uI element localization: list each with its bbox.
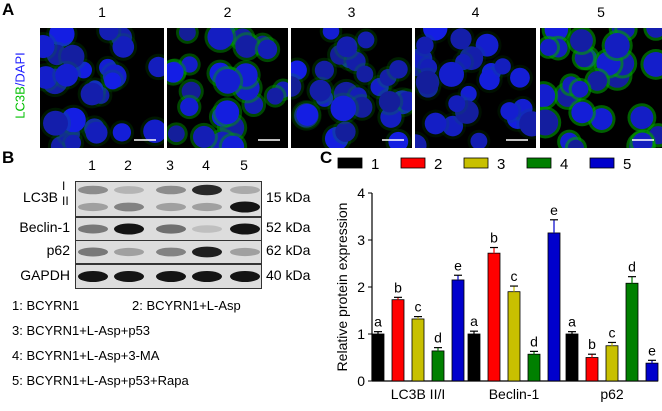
significance-letter: c (415, 299, 422, 315)
micrograph-image (167, 28, 288, 148)
micrograph-column-label: 4 (471, 4, 480, 20)
y-tick-label: 3 (357, 232, 365, 248)
bar (487, 252, 501, 382)
y-tick-label: 0 (357, 373, 365, 389)
micrograph-image (540, 28, 662, 148)
panel-b-label: B (2, 148, 15, 167)
significance-letter: e (550, 202, 558, 218)
blot-row-label: p62 (46, 242, 70, 258)
legend-swatch (400, 157, 426, 169)
lane-label: 2 (124, 157, 132, 173)
blot-gapdh (75, 264, 262, 289)
bar (391, 299, 405, 382)
molecular-weight-label: 52 kDa (266, 219, 311, 235)
blot-p62 (75, 240, 262, 264)
y-tick-label: 1 (357, 326, 365, 342)
bar (467, 333, 481, 382)
micrograph-column-label: 3 (347, 4, 356, 20)
y-tick-label: 4 (357, 185, 365, 201)
blot-row-label: LC3B (22, 189, 58, 205)
bar (645, 362, 659, 382)
treatment-legend-item: 2: BCYRN1+L-Asp (132, 298, 241, 313)
legend-label: 5 (623, 156, 631, 173)
lane-label: 3 (166, 157, 174, 173)
treatment-legend-item: 5: BCYRN1+L-Asp+p53+Rapa (12, 373, 189, 388)
panel-a-label: A (2, 0, 15, 19)
micrograph-column-label: 1 (98, 4, 106, 20)
bar (605, 345, 619, 382)
bar (507, 291, 521, 382)
lc3b-band-label: II (62, 194, 69, 208)
legend-label: 4 (560, 156, 568, 173)
significance-letter: b (490, 230, 498, 246)
significance-letter: d (530, 333, 538, 349)
blot-row-label: GAPDH (20, 266, 70, 283)
legend-swatch (589, 157, 615, 169)
legend-swatch (337, 157, 363, 169)
molecular-weight-label: 62 kDa (266, 242, 311, 258)
y-axis-label: Relative protein expression (334, 203, 350, 372)
legend-swatch (463, 157, 489, 169)
significance-letter: d (434, 330, 442, 346)
micrograph-column-label: 2 (223, 4, 232, 20)
lc3b-band-label: I (62, 179, 66, 193)
bar (451, 279, 465, 382)
significance-letter: e (648, 342, 656, 358)
significance-letter: c (609, 324, 616, 340)
y-tick-label: 2 (357, 279, 365, 295)
molecular-weight-label: 40 kDa (266, 266, 311, 283)
bar (411, 318, 425, 382)
bar (527, 353, 541, 382)
lane-label: 5 (240, 157, 248, 173)
x-tick-label: Beclin-1 (489, 386, 540, 402)
panel-c-label: C (320, 148, 333, 167)
micrograph-image (291, 28, 412, 148)
significance-letter: a (374, 314, 382, 330)
micrograph-column-label: 5 (597, 4, 605, 20)
bar (585, 357, 599, 382)
bar (565, 333, 579, 382)
significance-letter: e (454, 257, 462, 273)
treatment-legend-item: 1: BCYRN1 (12, 298, 80, 313)
micrograph-image (40, 28, 164, 148)
x-tick-label: p62 (600, 386, 624, 402)
legend-swatch (526, 157, 552, 169)
legend-label: 1 (371, 156, 379, 173)
treatment-legend-item: 4: BCYRN1+L-Asp+3-MA (12, 348, 160, 363)
bar (547, 232, 561, 382)
lane-label: 1 (88, 157, 96, 173)
x-tick-label: LC3B II/I (391, 386, 445, 402)
significance-letter: b (394, 279, 402, 295)
blot-row-label: Beclin-1 (19, 219, 70, 235)
treatment-legend-item: 3: BCYRN1+L-Asp+p53 (12, 323, 151, 338)
significance-letter: c (511, 268, 518, 284)
legend-label: 2 (434, 156, 442, 173)
lane-label: 4 (202, 157, 210, 173)
molecular-weight-label: 15 kDa (266, 189, 311, 205)
significance-letter: a (568, 314, 576, 330)
bar (371, 333, 385, 382)
bar (625, 282, 639, 382)
bar (431, 350, 445, 382)
significance-letter: a (470, 313, 478, 329)
blot-beclin-1 (75, 217, 262, 241)
legend-label: 3 (497, 156, 505, 173)
significance-letter: b (588, 336, 596, 352)
significance-letter: d (628, 259, 636, 275)
blot-lc3b (75, 181, 262, 217)
micrograph-image (415, 28, 536, 148)
